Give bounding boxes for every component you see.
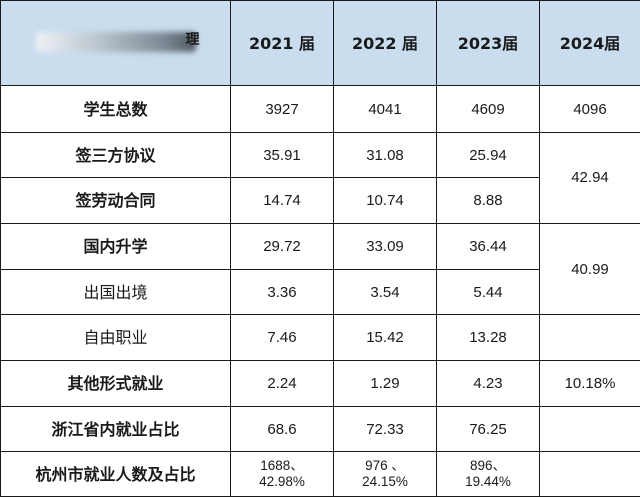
cell-2024: 10.18% [539, 360, 640, 407]
cell-2023: 36.44 [436, 223, 540, 270]
cell-2022: 976 、 24.15% [333, 451, 437, 497]
cell-2023: 76.25 [436, 405, 540, 453]
row-label: 浙江省内就业占比 [0, 405, 231, 453]
row-label: 其他形式就业 [0, 360, 231, 407]
row-label: 杭州市就业人数及占比 [0, 451, 231, 497]
row-label: 自由职业 [0, 314, 231, 362]
table-row: 出国出境 3.36 3.54 5.44 [0, 268, 640, 316]
cell-2023: 13.28 [436, 314, 540, 362]
cell-2021: 2.24 [230, 360, 334, 407]
year-header-2021: 2021 届 [230, 0, 334, 87]
table-row: 签三方协议 35.91 31.08 25.94 42.94 [0, 131, 640, 225]
cell-2021: 7.46 [230, 314, 334, 362]
row-label: 国内升学 [0, 223, 231, 270]
table-row: 浙江省内就业占比 68.6 72.33 76.25 [0, 405, 640, 453]
ratio-line: 19.44% [465, 474, 511, 490]
cell-2024-empty [539, 314, 640, 362]
merged-cell-2024-employment: 42.94 [539, 131, 640, 225]
cell-2022: 31.08 [333, 131, 437, 179]
cell-2021: 1688、 42.98% [230, 451, 334, 497]
redacted-header-label: 理 [35, 31, 200, 52]
row-label: 签劳动合同 [0, 177, 231, 225]
row-label: 出国出境 [0, 268, 231, 316]
year-header-2022: 2022 届 [333, 0, 437, 87]
cell-2021: 35.91 [230, 131, 334, 179]
year-header-2024: 2024届 [539, 0, 640, 87]
corner-label-tail: 理 [185, 31, 200, 48]
row-label: 学生总数 [0, 85, 231, 133]
blur-mask [35, 31, 196, 52]
corner-header-cell: 理 [0, 0, 231, 87]
cell-2023: 4.23 [436, 360, 540, 407]
cell-2022: 15.42 [333, 314, 437, 362]
cell-2024 [539, 405, 640, 453]
year-header-2023: 2023届 [436, 0, 540, 87]
ratio-line: 24.15% [362, 474, 408, 490]
table-row: 自由职业 7.46 15.42 13.28 [0, 314, 640, 362]
cell-2022: 4041 [333, 85, 437, 133]
cell-2023: 8.88 [436, 177, 540, 225]
cell-2021: 3927 [230, 85, 334, 133]
cell-2022: 3.54 [333, 268, 437, 316]
table-row: 学生总数 3927 4041 4609 4096 [0, 85, 640, 133]
count-line: 976 、 [365, 458, 405, 474]
cell-2024: 4096 [539, 85, 640, 133]
cell-2021: 14.74 [230, 177, 334, 225]
cell-2023: 4609 [436, 85, 540, 133]
table-row: 杭州市就业人数及占比 1688、 42.98% 976 、 24.15% 896… [0, 451, 640, 497]
header-row: 理 2021 届 2022 届 2023届 2024届 [0, 0, 640, 87]
merged-cell-2024-study: 40.99 [539, 223, 640, 316]
cell-2023: 5.44 [436, 268, 540, 316]
cell-2023: 896、 19.44% [436, 451, 540, 497]
table-row: 其他形式就业 2.24 1.29 4.23 10.18% [0, 360, 640, 407]
cell-2024 [539, 451, 640, 497]
count-line: 896、 [469, 458, 507, 474]
cell-2023: 25.94 [436, 131, 540, 179]
table-row: 国内升学 29.72 33.09 36.44 40.99 [0, 223, 640, 316]
row-label: 签三方协议 [0, 131, 231, 179]
cell-2021: 29.72 [230, 223, 334, 270]
cell-2021: 68.6 [230, 405, 334, 453]
cell-2022: 10.74 [333, 177, 437, 225]
cell-2022: 72.33 [333, 405, 437, 453]
cell-2022: 33.09 [333, 223, 437, 270]
ratio-line: 42.98% [259, 474, 305, 490]
count-line: 1688、 [260, 458, 304, 474]
cell-2021: 3.36 [230, 268, 334, 316]
table-row: 签劳动合同 14.74 10.74 8.88 [0, 177, 640, 225]
cell-2022: 1.29 [333, 360, 437, 407]
